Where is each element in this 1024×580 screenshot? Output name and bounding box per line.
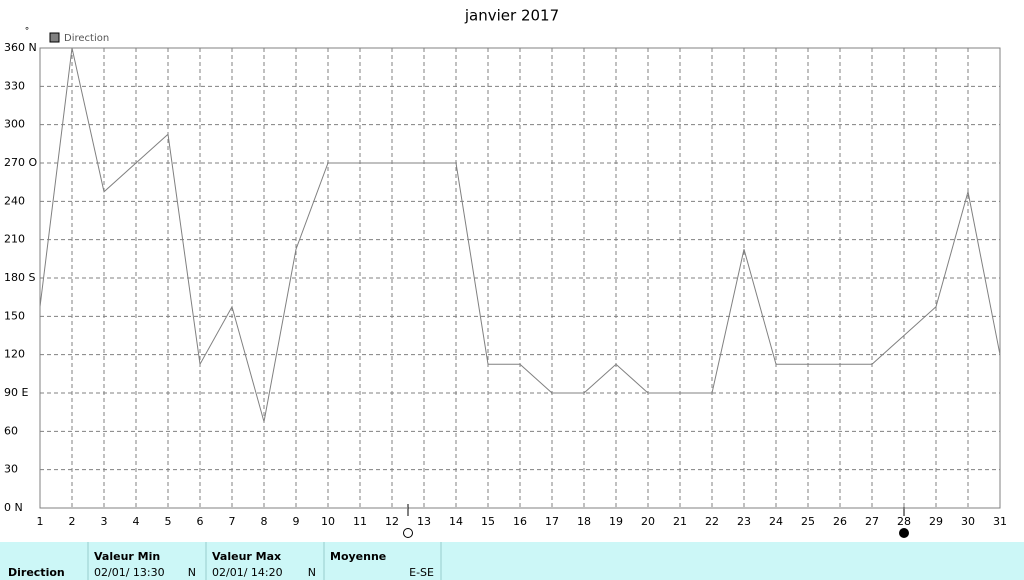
x-tick-label: 26 xyxy=(833,515,847,528)
x-tick-label: 11 xyxy=(353,515,367,528)
x-tick-label: 28 xyxy=(897,515,911,528)
y-tick-label: 150 xyxy=(4,309,25,322)
x-tick-label: 31 xyxy=(993,515,1007,528)
y-tick-label: 360 N xyxy=(4,41,37,54)
cell-dir: N xyxy=(188,566,196,579)
new-moon xyxy=(899,528,909,538)
y-tick-label: 30 xyxy=(4,463,18,476)
x-tick-label: 30 xyxy=(961,515,975,528)
data-line xyxy=(39,47,1001,422)
legend-swatch xyxy=(49,32,60,43)
y-tick-label: 330 xyxy=(4,79,25,92)
x-tick-label: 14 xyxy=(449,515,463,528)
x-tick-label: 25 xyxy=(801,515,815,528)
x-tick-label: 24 xyxy=(769,515,783,528)
x-tick-label: 8 xyxy=(261,515,268,528)
x-tick-label: 12 xyxy=(385,515,399,528)
chart-title: janvier 2017 xyxy=(464,7,559,25)
cell-dir: E-SE xyxy=(409,566,434,579)
x-tick-label: 21 xyxy=(673,515,687,528)
x-tick-label: 22 xyxy=(705,515,719,528)
column-header: Valeur Min xyxy=(94,550,160,563)
x-tick-label: 3 xyxy=(101,515,108,528)
column-header: Valeur Max xyxy=(212,550,281,563)
y-tick-label: 300 xyxy=(4,118,25,131)
x-tick-label: 4 xyxy=(133,515,140,528)
x-tick-label: 15 xyxy=(481,515,495,528)
legend-label: Direction xyxy=(64,33,109,44)
y-tick-label: 120 xyxy=(4,348,25,361)
full-moon xyxy=(403,528,413,538)
x-tick-label: 6 xyxy=(197,515,204,528)
y-tick-label: 270 O xyxy=(4,156,37,169)
x-tick-label: 23 xyxy=(737,515,751,528)
x-tick-label: 7 xyxy=(229,515,236,528)
y-tick-label: 210 xyxy=(4,233,25,246)
x-tick-label: 17 xyxy=(545,515,559,528)
y-tick-label: 240 xyxy=(4,194,25,207)
y-unit: ° xyxy=(25,27,30,37)
x-tick-label: 1 xyxy=(37,515,44,528)
y-tick-label: 180 S xyxy=(4,271,35,284)
x-tick-label: 20 xyxy=(641,515,655,528)
x-tick-label: 9 xyxy=(293,515,300,528)
row-label: Direction xyxy=(8,566,65,579)
x-tick-label: 19 xyxy=(609,515,623,528)
y-tick-label: 60 xyxy=(4,424,18,437)
column-header: Moyenne xyxy=(330,550,386,563)
x-tick-label: 2 xyxy=(69,515,76,528)
x-tick-label: 10 xyxy=(321,515,335,528)
y-tick-label: 90 E xyxy=(4,386,28,399)
x-tick-label: 5 xyxy=(165,515,172,528)
stats-table: Direction Valeur Min 02/01/ 13:30 N Vale… xyxy=(0,542,1024,580)
table-bg xyxy=(0,542,1024,580)
x-tick-label: 29 xyxy=(929,515,943,528)
x-tick-label: 13 xyxy=(417,515,431,528)
cell-date: 02/01/ 14:20 xyxy=(212,566,283,579)
y-tick-label: 0 N xyxy=(4,501,23,514)
x-tick-label: 18 xyxy=(577,515,591,528)
x-tick-label: 16 xyxy=(513,515,527,528)
x-tick-label: 27 xyxy=(865,515,879,528)
cell-dir: N xyxy=(308,566,316,579)
cell-date: 02/01/ 13:30 xyxy=(94,566,165,579)
